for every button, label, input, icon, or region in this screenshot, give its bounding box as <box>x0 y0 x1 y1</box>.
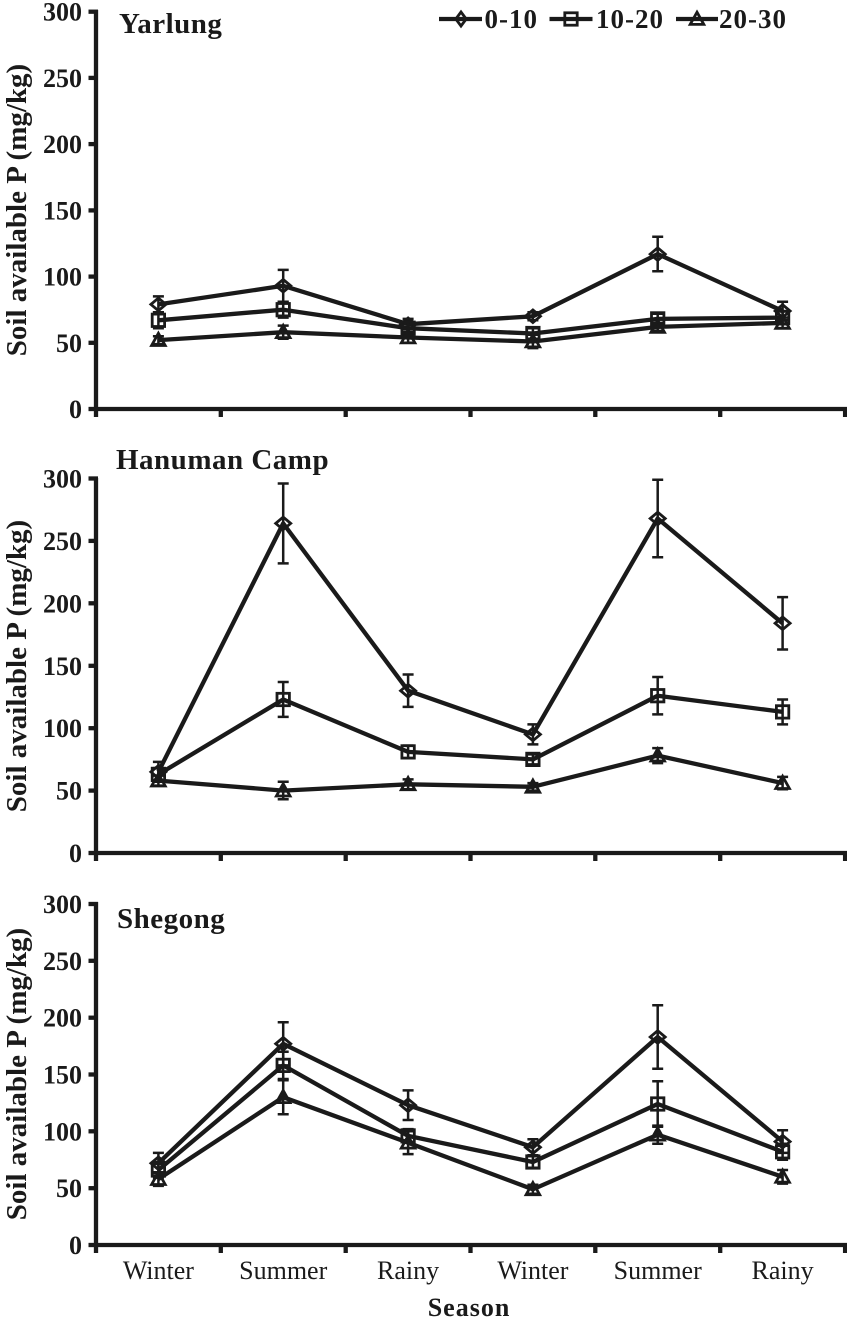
svg-text:300: 300 <box>43 0 82 27</box>
svg-text:Hanuman Camp: Hanuman Camp <box>116 444 329 476</box>
svg-text:0-10: 0-10 <box>485 4 539 34</box>
svg-text:250: 250 <box>43 947 82 976</box>
svg-text:Rainy: Rainy <box>377 1256 439 1285</box>
svg-text:250: 250 <box>43 64 82 93</box>
svg-text:Winter: Winter <box>497 1256 568 1285</box>
svg-text:Shegong: Shegong <box>117 903 225 935</box>
svg-text:300: 300 <box>43 890 82 919</box>
svg-text:10-20: 10-20 <box>596 4 664 34</box>
svg-text:Soil available P (mg/kg): Soil available P (mg/kg) <box>1 64 33 356</box>
svg-text:Winter: Winter <box>123 1256 194 1285</box>
svg-text:Soil available P (mg/kg): Soil available P (mg/kg) <box>1 928 33 1220</box>
svg-text:50: 50 <box>56 777 82 806</box>
svg-text:150: 150 <box>43 652 82 681</box>
svg-text:20-30: 20-30 <box>719 4 787 34</box>
svg-text:200: 200 <box>43 130 82 159</box>
svg-text:100: 100 <box>43 263 82 292</box>
svg-text:0: 0 <box>69 395 82 424</box>
svg-text:Yarlung: Yarlung <box>119 8 222 40</box>
svg-text:Season: Season <box>428 1293 511 1318</box>
svg-text:Rainy: Rainy <box>752 1256 814 1285</box>
svg-text:Summer: Summer <box>239 1256 327 1285</box>
svg-text:Summer: Summer <box>614 1256 702 1285</box>
svg-text:250: 250 <box>43 527 82 556</box>
svg-text:0: 0 <box>69 839 82 868</box>
svg-text:100: 100 <box>43 714 82 743</box>
svg-text:150: 150 <box>43 196 82 225</box>
svg-text:100: 100 <box>43 1117 82 1146</box>
svg-text:0: 0 <box>69 1231 82 1260</box>
svg-text:300: 300 <box>43 465 82 494</box>
svg-text:50: 50 <box>56 329 82 358</box>
svg-text:200: 200 <box>43 589 82 618</box>
svg-text:50: 50 <box>56 1174 82 1203</box>
svg-text:200: 200 <box>43 1004 82 1033</box>
svg-text:150: 150 <box>43 1061 82 1090</box>
svg-text:Soil available P (mg/kg): Soil available P (mg/kg) <box>1 520 33 812</box>
